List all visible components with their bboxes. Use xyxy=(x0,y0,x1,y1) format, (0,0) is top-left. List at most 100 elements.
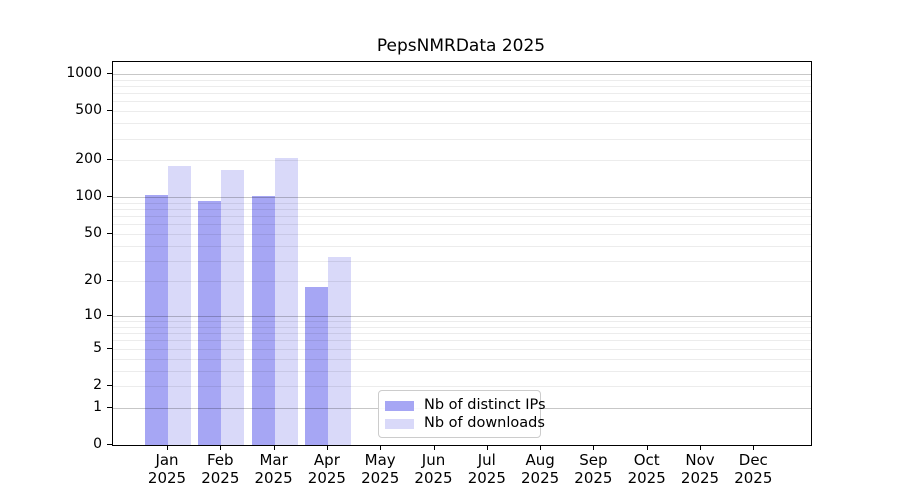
gridline-minor xyxy=(113,333,811,335)
gridline-minor xyxy=(113,79,811,81)
year-label: 2025 xyxy=(627,469,666,487)
gridline-minor xyxy=(113,138,811,140)
x-tick-label-jan: Jan 2025 xyxy=(127,451,207,487)
month-label: Feb xyxy=(207,451,234,469)
x-tick-mark xyxy=(540,445,542,450)
chart-title: PepsNMRData 2025 xyxy=(376,36,546,56)
gridline-minor xyxy=(113,85,811,87)
month-label: Jan xyxy=(155,451,179,469)
x-tick-label-feb: Feb 2025 xyxy=(180,451,260,487)
gridline-minor xyxy=(113,202,811,204)
month-label: Mar xyxy=(259,451,288,469)
gridline-minor xyxy=(113,111,811,113)
legend-swatch xyxy=(385,418,414,429)
x-tick-mark xyxy=(486,445,488,450)
x-tick-label-jun: Jun 2025 xyxy=(394,451,474,487)
x-tick-mark xyxy=(593,445,595,450)
x-tick-label-apr: Apr 2025 xyxy=(287,451,367,487)
x-tick-mark xyxy=(326,445,328,450)
y-tick-mark xyxy=(107,72,112,74)
gridline-minor xyxy=(113,348,811,350)
year-label: 2025 xyxy=(254,469,293,487)
x-tick-label-mar: Mar 2025 xyxy=(234,451,314,487)
month-label: Oct xyxy=(633,451,660,469)
gridline-minor xyxy=(113,340,811,342)
y-tick-label: 1000 xyxy=(66,64,102,81)
y-tick-label: 20 xyxy=(84,272,102,289)
y-tick-mark xyxy=(107,280,112,282)
gridline-minor xyxy=(113,160,811,162)
x-tick-label-oct: Oct 2025 xyxy=(607,451,687,487)
y-tick-mark xyxy=(107,385,112,386)
gridline-minor xyxy=(113,281,811,283)
gridline-minor xyxy=(113,358,811,360)
month-label: Dec xyxy=(738,451,768,469)
y-tick-label: 1 xyxy=(93,398,102,415)
x-tick-label-jul: Jul 2025 xyxy=(447,451,527,487)
x-tick-label-dec: Dec 2025 xyxy=(713,451,793,487)
gridline-major xyxy=(113,73,811,75)
legend-entry-nb-of-distinct-ips: Nb of distinct IPs xyxy=(385,398,546,413)
gridline-minor xyxy=(113,93,811,95)
gridline-major xyxy=(113,197,811,199)
gridline-minor xyxy=(113,370,811,372)
bar-nb-of-distinct-ips-jan xyxy=(145,194,168,445)
bar-nb-of-downloads-feb xyxy=(221,169,245,445)
y-tick-mark xyxy=(107,110,112,112)
y-tick-mark xyxy=(107,159,112,161)
year-label: 2025 xyxy=(521,469,560,487)
y-tick-mark xyxy=(107,406,112,408)
y-tick-label: 500 xyxy=(75,102,102,119)
legend-swatch xyxy=(385,400,414,411)
x-tick-mark xyxy=(273,445,275,450)
year-label: 2025 xyxy=(734,469,773,487)
bar-nb-of-distinct-ips-feb xyxy=(198,201,222,445)
y-tick-mark xyxy=(107,315,112,317)
bar-nb-of-distinct-ips-apr xyxy=(304,286,328,445)
gridline-minor xyxy=(113,123,811,125)
y-tick-mark xyxy=(107,196,112,198)
month-label: Jun xyxy=(421,451,446,469)
bar-nb-of-distinct-ips-mar xyxy=(251,196,275,445)
y-tick-label: 50 xyxy=(84,224,102,241)
y-tick-label: 10 xyxy=(84,307,102,324)
x-tick-mark xyxy=(220,445,222,450)
legend-label: Nb of downloads xyxy=(424,415,545,431)
month-label: Nov xyxy=(685,451,715,469)
y-tick-mark xyxy=(107,444,112,445)
month-label: May xyxy=(364,451,396,469)
y-tick-label: 2 xyxy=(93,377,102,393)
plot-area xyxy=(112,61,812,446)
x-tick-mark xyxy=(167,445,168,450)
gridline-minor xyxy=(113,209,811,210)
legend: Nb of distinct IPs Nb of downloads xyxy=(378,390,546,438)
bar-nb-of-downloads-jan xyxy=(168,165,191,445)
year-label: 2025 xyxy=(467,469,506,487)
y-tick-label: 0 xyxy=(93,436,102,452)
gridline-minor xyxy=(113,224,811,226)
x-tick-mark xyxy=(380,445,382,450)
month-label: Sep xyxy=(579,451,608,469)
month-label: Jul xyxy=(477,451,496,469)
x-tick-label-may: May 2025 xyxy=(340,451,420,487)
x-tick-mark xyxy=(753,445,755,450)
y-tick-label: 5 xyxy=(93,339,102,356)
gridline-minor xyxy=(113,386,811,387)
gridline-minor xyxy=(113,233,811,235)
y-tick-label: 200 xyxy=(75,151,102,168)
year-label: 2025 xyxy=(147,469,187,487)
y-tick-label: 100 xyxy=(75,188,102,205)
gridline-minor xyxy=(113,327,811,328)
month-label: Apr xyxy=(313,451,340,469)
gridline-major xyxy=(113,316,811,318)
year-label: 2025 xyxy=(307,469,346,487)
y-tick-mark xyxy=(107,232,112,234)
x-tick-mark xyxy=(433,445,435,450)
gridline-minor xyxy=(113,216,811,218)
gridline-minor xyxy=(113,260,811,262)
x-tick-mark xyxy=(646,445,648,450)
x-tick-label-sep: Sep 2025 xyxy=(553,451,633,487)
gridline-minor xyxy=(113,101,811,103)
legend-label: Nb of distinct IPs xyxy=(424,397,546,413)
month-label: Aug xyxy=(525,451,555,469)
